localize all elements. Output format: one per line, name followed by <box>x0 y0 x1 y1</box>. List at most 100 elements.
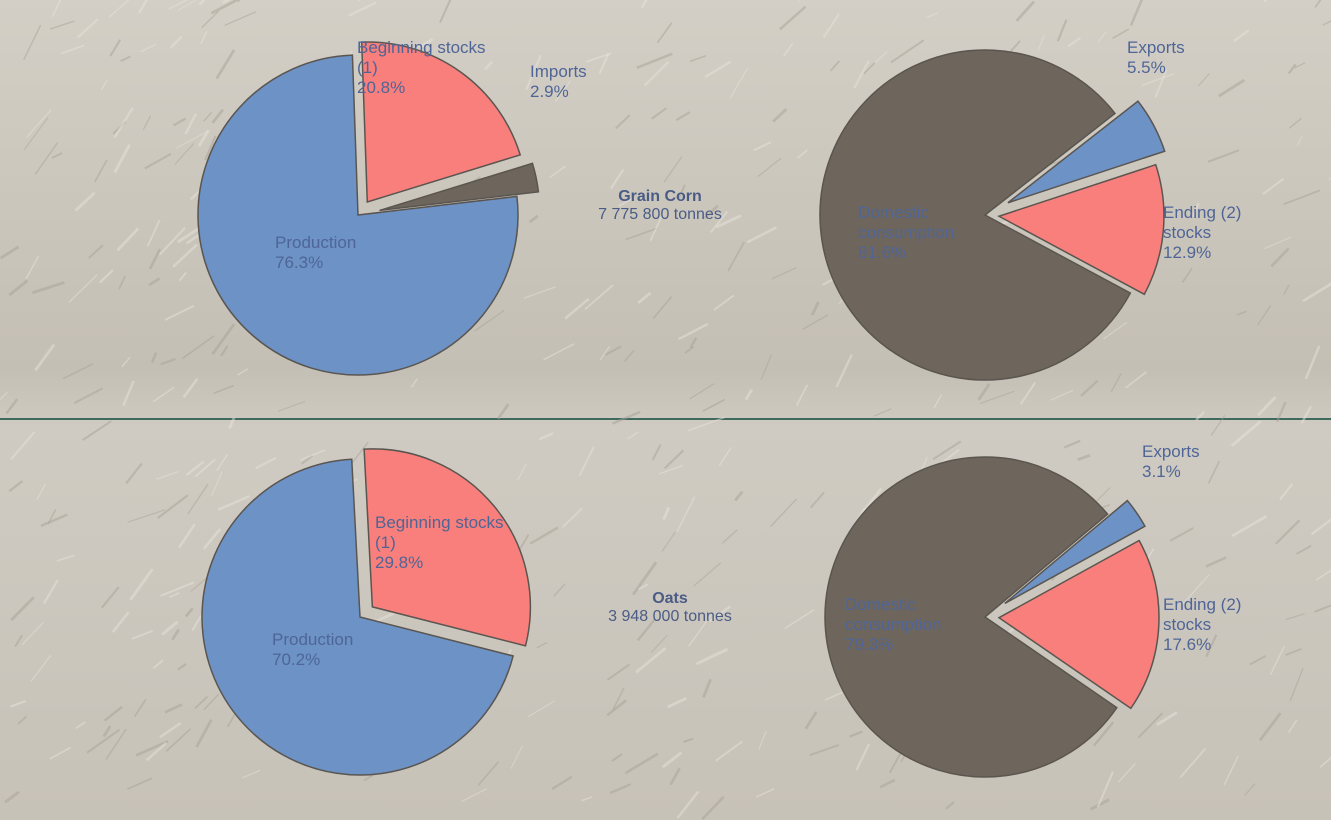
texture <box>879 778 896 789</box>
texture <box>689 383 715 400</box>
texture <box>1319 756 1331 768</box>
texture <box>824 691 843 701</box>
texture <box>118 275 126 290</box>
texture <box>102 725 112 738</box>
texture <box>553 583 566 597</box>
texture <box>609 168 625 190</box>
texture <box>678 184 686 199</box>
texture <box>797 149 808 159</box>
texture <box>5 398 19 415</box>
texture <box>638 583 649 590</box>
texture <box>77 18 99 39</box>
texture <box>181 335 215 360</box>
texture <box>795 384 809 406</box>
texture <box>1289 667 1304 702</box>
texture <box>609 783 632 795</box>
chart-title: Oats <box>652 590 688 607</box>
texture <box>676 790 700 819</box>
texture <box>1310 518 1331 536</box>
texture <box>171 628 180 641</box>
texture <box>611 753 623 763</box>
texture <box>150 352 158 364</box>
texture <box>158 227 186 256</box>
texture <box>30 654 52 682</box>
texture <box>159 722 182 739</box>
texture <box>551 775 573 790</box>
slice-category: Exports <box>1142 442 1200 461</box>
texture <box>301 454 314 465</box>
texture <box>684 346 695 354</box>
texture <box>945 800 955 810</box>
texture <box>578 446 595 476</box>
texture <box>835 353 853 388</box>
texture <box>661 751 683 769</box>
texture <box>75 721 86 730</box>
slice-value: 20.8% <box>357 78 406 97</box>
texture <box>160 358 176 366</box>
texture <box>612 687 625 711</box>
slice-category: Domestic consumption <box>858 203 955 242</box>
texture <box>855 743 871 771</box>
texture <box>145 741 168 762</box>
texture <box>496 403 510 420</box>
texture <box>178 523 196 549</box>
texture <box>221 0 231 4</box>
texture <box>662 506 671 521</box>
texture <box>1141 73 1175 87</box>
texture <box>525 54 542 91</box>
texture <box>1285 648 1302 656</box>
texture <box>1182 574 1210 605</box>
texture <box>203 111 213 122</box>
texture <box>17 715 28 725</box>
texture <box>168 0 189 10</box>
texture <box>863 62 876 75</box>
texture <box>1169 527 1194 542</box>
slice-value: 12.9% <box>1163 243 1212 262</box>
texture <box>68 274 98 304</box>
texture <box>1207 149 1240 163</box>
texture <box>758 731 767 750</box>
texture <box>1296 136 1303 146</box>
texture <box>933 393 943 409</box>
texture <box>215 49 236 80</box>
texture <box>23 24 42 60</box>
texture <box>173 117 187 127</box>
texture <box>1181 267 1193 283</box>
texture <box>703 204 719 220</box>
texture <box>1233 28 1250 43</box>
texture <box>210 0 240 15</box>
texture <box>169 35 183 49</box>
texture <box>194 458 216 478</box>
texture <box>216 453 229 472</box>
texture <box>715 740 743 762</box>
texture <box>1197 73 1210 87</box>
texture <box>926 12 938 19</box>
texture <box>4 790 20 804</box>
texture <box>201 10 220 29</box>
texture <box>718 446 732 466</box>
pie-slice <box>363 448 532 647</box>
texture <box>100 79 108 91</box>
chart-subtitle: 3 948 000 tonnes <box>608 608 732 625</box>
texture <box>687 416 725 432</box>
texture <box>56 554 75 562</box>
texture <box>474 309 505 332</box>
texture <box>211 471 223 496</box>
texture <box>113 107 134 138</box>
texture <box>8 279 29 297</box>
texture <box>185 460 205 477</box>
texture <box>49 746 72 760</box>
pie-slice <box>1007 100 1166 204</box>
texture <box>661 531 676 552</box>
texture <box>191 614 203 631</box>
texture <box>1050 389 1074 401</box>
texture <box>527 700 555 718</box>
texture <box>649 213 664 242</box>
texture <box>237 368 249 376</box>
pie-slice <box>997 539 1160 710</box>
texture <box>177 0 197 11</box>
texture <box>100 586 120 609</box>
texture <box>1096 771 1114 808</box>
texture <box>34 142 59 175</box>
texture <box>1300 405 1313 424</box>
